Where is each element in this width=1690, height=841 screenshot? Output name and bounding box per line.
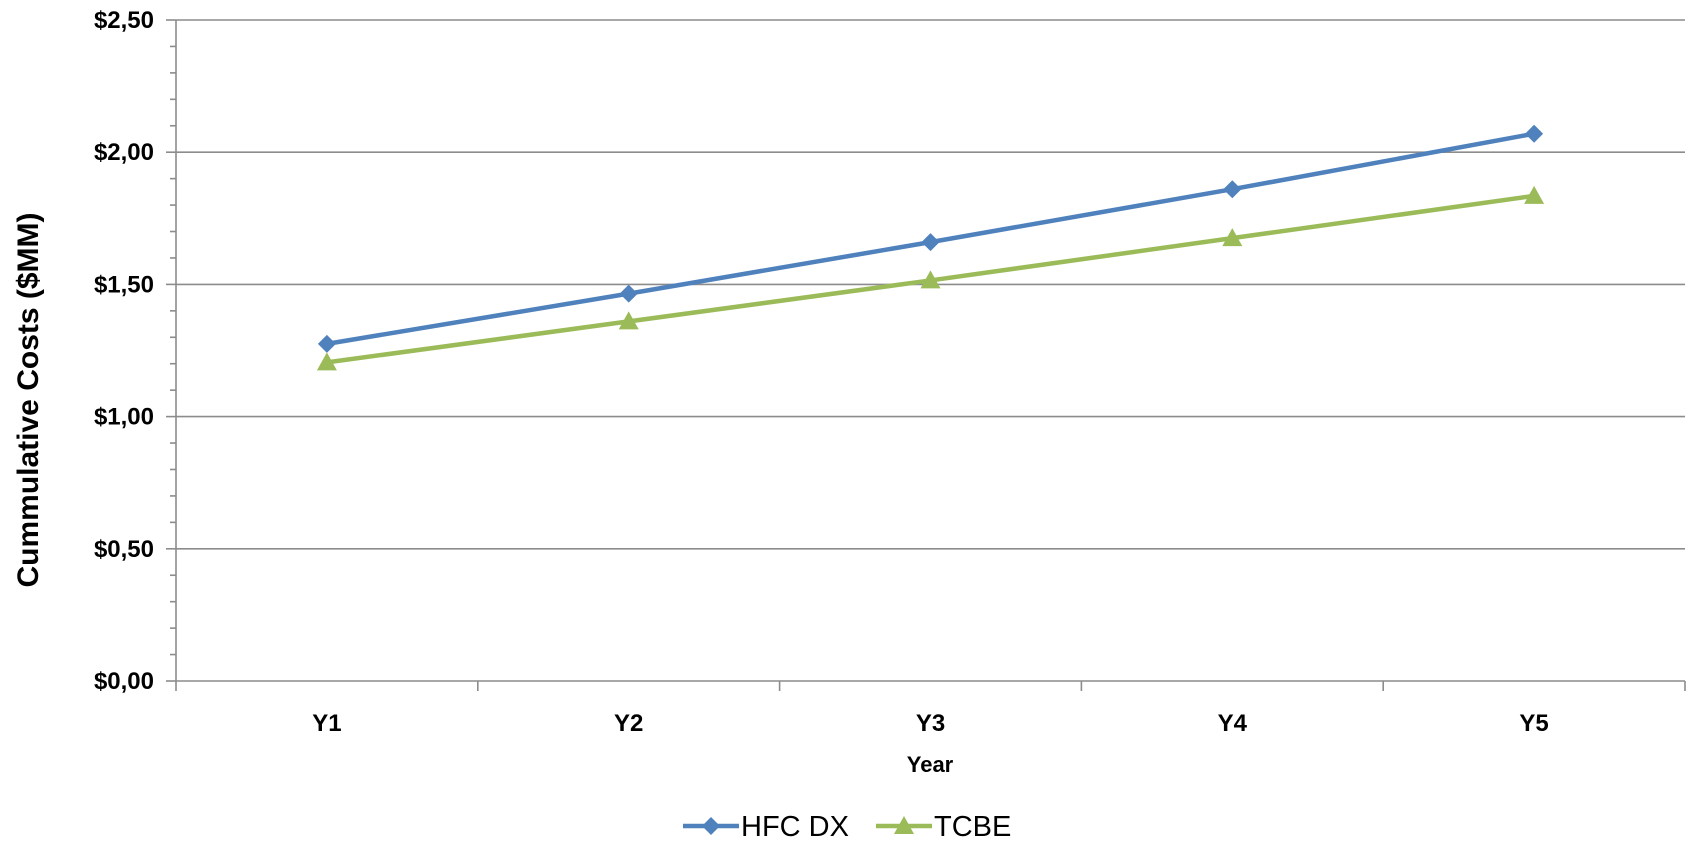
data-point (1524, 185, 1545, 204)
legend-item: HFC DX (683, 811, 849, 841)
x-tick-label: Y1 (312, 710, 341, 737)
data-point (317, 334, 336, 353)
data-point (618, 311, 639, 330)
series-1 (316, 185, 1545, 371)
y-tick-label: $0,00 (94, 668, 154, 695)
y-tick-label: $1,00 (94, 404, 154, 431)
legend-label: TCBE (934, 811, 1011, 841)
y-tick-label: $1,50 (94, 271, 154, 298)
axes (166, 19, 1686, 691)
x-axis-title: Year (907, 752, 954, 777)
x-tick-label: Y5 (1519, 710, 1548, 737)
series-plot (316, 124, 1545, 371)
data-point (921, 233, 940, 252)
data-point (1222, 228, 1243, 247)
legend: HFC DX TCBE (683, 811, 1011, 841)
y-tick-label: $2,00 (94, 139, 154, 166)
y-tick-label: $0,50 (94, 536, 154, 563)
data-point (619, 284, 638, 303)
y-axis-title: Cummulative Costs ($MM) (12, 212, 45, 587)
data-point (316, 352, 337, 371)
legend-marker (702, 817, 720, 835)
x-tick-label: Y3 (916, 710, 945, 737)
tick-labels: $0,00 $0,50 $1,00 $1,50 $2,00 $2,50 Y1 Y2 Y3 Y4 Y5 (94, 7, 1549, 737)
legend-marker (894, 816, 914, 834)
legend-item: TCBE (876, 811, 1011, 841)
series-0 (317, 124, 1544, 353)
legend-label: HFC DX (741, 811, 849, 841)
data-point (920, 270, 941, 289)
x-tick-label: Y4 (1218, 710, 1248, 737)
data-point (1525, 124, 1544, 143)
x-tick-label: Y2 (614, 710, 643, 737)
y-tick-label: $2,50 (94, 7, 154, 34)
data-point (1223, 180, 1242, 199)
